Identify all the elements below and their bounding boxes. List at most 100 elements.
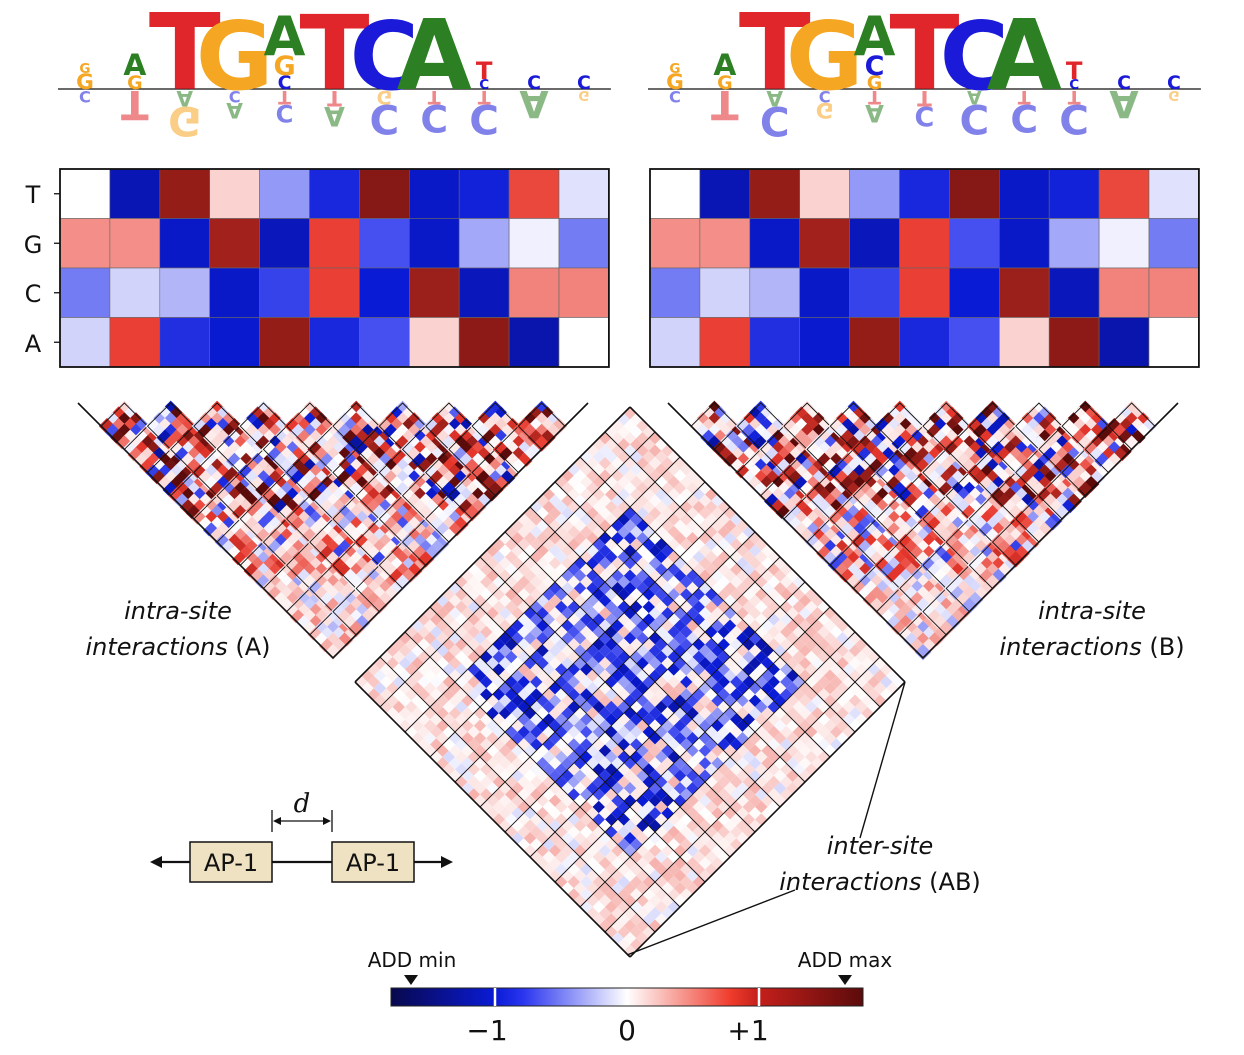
heatmap-cell bbox=[259, 267, 310, 318]
logo-letter-inverted-c: C bbox=[369, 95, 399, 143]
heatmap-cell bbox=[408, 218, 460, 269]
interaction-cell bbox=[324, 644, 342, 661]
interaction-cell bbox=[533, 435, 550, 452]
logo-letter-inverted-c: C bbox=[669, 87, 681, 106]
heatmap-cell bbox=[1048, 317, 1100, 368]
colorbar: ADD min ADD max −1 0 +1 bbox=[368, 948, 893, 1047]
ap1-box-left bbox=[189, 841, 273, 883]
logo-letter-a: A bbox=[264, 5, 306, 68]
heatmap-cell bbox=[59, 317, 111, 368]
logo-letter-inverted-a: A bbox=[766, 85, 783, 110]
tick-pos-one: +1 bbox=[727, 1014, 768, 1047]
interaction-cell bbox=[371, 597, 388, 615]
heatmap-cell bbox=[699, 168, 751, 219]
logo-letter-inverted-c: C bbox=[1010, 96, 1038, 140]
heatmap-cell bbox=[1048, 267, 1100, 318]
logo-letter-t: T bbox=[476, 56, 493, 85]
logo-letter-inverted-t: T bbox=[278, 86, 291, 108]
heatmap-cell bbox=[408, 267, 460, 318]
interaction-cell bbox=[510, 458, 527, 475]
interaction-cell bbox=[961, 597, 978, 615]
logo-letter-inverted-c: C bbox=[79, 87, 91, 106]
logo-letter-inverted-g: G bbox=[168, 97, 201, 145]
logo-letter-inverted-t: T bbox=[327, 85, 342, 110]
logo-letter-inverted-t: T bbox=[478, 86, 491, 108]
logo-letter-inverted-g: G bbox=[1168, 87, 1179, 103]
logo-letter-a: A bbox=[987, 0, 1062, 112]
heatmap-cell bbox=[458, 218, 510, 269]
logo-letter-c: C bbox=[1117, 72, 1131, 94]
heatmap-cell bbox=[649, 267, 701, 318]
tick-neg-one: −1 bbox=[466, 1014, 507, 1047]
heatmap-cell bbox=[159, 218, 211, 269]
heatmap-cell bbox=[309, 267, 360, 318]
logo-letter-c: C bbox=[940, 2, 1009, 112]
heatmap-cell bbox=[259, 168, 310, 219]
intra-site-triangle-a bbox=[77, 400, 589, 661]
heatmap-cell bbox=[59, 267, 111, 318]
heatmap-cell bbox=[1148, 218, 1200, 269]
heatmap-cell bbox=[458, 168, 510, 219]
energy-heatmap-a bbox=[54, 168, 610, 368]
heatmap-cell bbox=[59, 218, 111, 269]
heatmap-cell bbox=[749, 267, 800, 318]
logo-letter-inverted-c: C bbox=[819, 87, 831, 106]
row-label-t: T bbox=[25, 181, 41, 209]
interaction-cell bbox=[937, 620, 955, 638]
logo-letter-inverted-a: A bbox=[324, 100, 345, 131]
heatmap-cell bbox=[1098, 168, 1150, 219]
heatmap-cell bbox=[998, 317, 1050, 368]
add-min-label: ADD min bbox=[368, 948, 457, 972]
inter-site-diamond-ab bbox=[354, 406, 906, 958]
heatmap-cell bbox=[899, 218, 950, 269]
heatmap-cell bbox=[1148, 267, 1200, 318]
heatmap-cell bbox=[558, 218, 610, 269]
heatmap-cell bbox=[699, 218, 751, 269]
heatmap-cell bbox=[1148, 317, 1200, 368]
heatmap-cell bbox=[109, 168, 161, 219]
logo-letter-a: A bbox=[397, 0, 472, 112]
heatmap-cell bbox=[949, 317, 1000, 368]
heatmap-cell bbox=[209, 168, 260, 219]
heatmap-cell bbox=[1048, 168, 1100, 219]
logo-letter-inverted-a: A bbox=[176, 85, 193, 110]
logo-letter-inverted-t: T bbox=[1068, 86, 1081, 108]
logo-letter-c: C bbox=[865, 51, 885, 82]
logo-letter-inverted-t: T bbox=[1018, 86, 1031, 108]
caption-intra-a-line2: interactions bbox=[85, 633, 228, 661]
heatmap-cell bbox=[508, 218, 560, 269]
heatmap-cell bbox=[799, 317, 850, 368]
row-label-a: A bbox=[25, 330, 42, 358]
heatmap-row-labels: T G C A bbox=[24, 181, 43, 358]
logo-letter-g: G bbox=[786, 2, 864, 112]
heatmap-cell bbox=[998, 267, 1050, 318]
heatmap-cell bbox=[849, 267, 900, 318]
heatmap-cell bbox=[799, 218, 850, 269]
logo-letter-t: T bbox=[149, 0, 221, 114]
heatmap-cell bbox=[159, 168, 211, 219]
heatmap-cell bbox=[649, 168, 701, 219]
row-label-g: G bbox=[24, 231, 43, 259]
interaction-cell bbox=[1100, 458, 1117, 475]
logo-letter-c: C bbox=[350, 2, 419, 112]
heatmap-cell bbox=[849, 168, 900, 219]
energy-heatmap-b bbox=[649, 168, 1200, 368]
heatmap-cell bbox=[458, 267, 510, 318]
heatmap-cell bbox=[508, 267, 560, 318]
heatmap-cell bbox=[899, 168, 950, 219]
logo-letter-g: G bbox=[127, 72, 143, 94]
heatmap-cell bbox=[159, 317, 211, 368]
heatmap-cell bbox=[259, 317, 310, 368]
heatmap-cell bbox=[649, 218, 701, 269]
heatmap-cell bbox=[109, 218, 161, 269]
logo-letter-c: C bbox=[278, 72, 292, 94]
interaction-cell bbox=[914, 644, 932, 661]
caption-intra-b-line1: intra-site bbox=[1038, 597, 1146, 625]
heatmap-cell bbox=[998, 168, 1050, 219]
caption-pointer-lines bbox=[626, 681, 906, 956]
logo-letter-inverted-a: A bbox=[967, 86, 982, 108]
logo-letter-inverted-c: C bbox=[229, 87, 241, 106]
interaction-cell bbox=[1007, 551, 1024, 568]
